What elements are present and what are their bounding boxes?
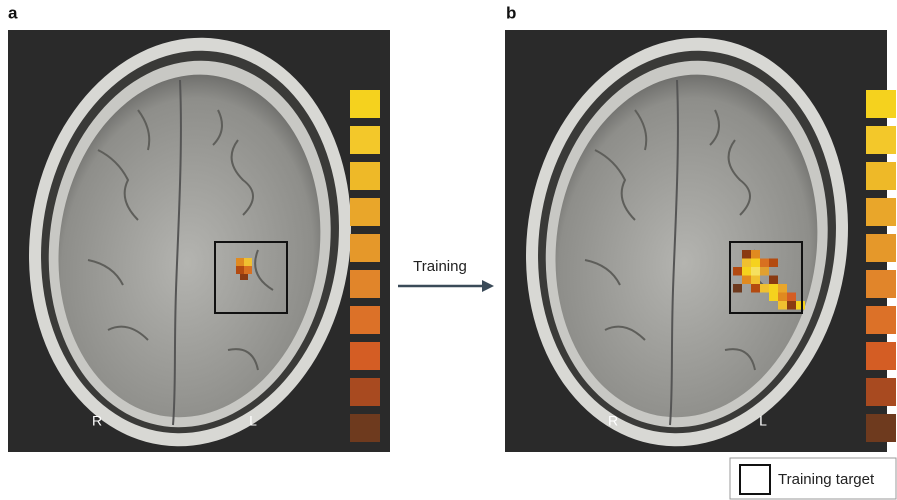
activation-voxel	[742, 276, 751, 285]
activation-voxel	[778, 293, 787, 302]
activation-voxel	[796, 301, 805, 310]
hemisphere-label: L	[759, 413, 767, 429]
scale-swatch	[866, 378, 896, 406]
scale-swatch	[866, 270, 896, 298]
activation-voxel	[760, 259, 769, 268]
scale-swatch	[866, 198, 896, 226]
panel-label: a	[8, 3, 18, 22]
panel-label: b	[506, 3, 516, 22]
scale-swatch	[350, 414, 380, 442]
arrow: Training	[398, 258, 494, 292]
hemisphere-label: L	[249, 413, 257, 429]
activation-voxel	[733, 267, 742, 276]
activation-voxel	[778, 284, 787, 293]
scale-swatch	[350, 342, 380, 370]
scale-swatch	[866, 90, 896, 118]
activation-voxel	[751, 250, 760, 259]
scale-swatch	[350, 126, 380, 154]
scale-swatch	[866, 342, 896, 370]
activation-voxel	[769, 259, 778, 268]
scale-swatch	[350, 198, 380, 226]
activation-voxel	[769, 284, 778, 293]
scale-swatch	[350, 90, 380, 118]
activation-voxel	[742, 250, 751, 259]
activation-voxel	[742, 267, 751, 276]
brain-scan	[500, 17, 887, 468]
activation-voxel	[751, 284, 760, 293]
scale-swatch	[866, 126, 896, 154]
scale-swatch	[350, 270, 380, 298]
legend-label: Training target	[778, 471, 875, 488]
activation-voxel	[769, 276, 778, 285]
scale-swatch	[866, 234, 896, 262]
activation-voxel	[760, 284, 769, 293]
activation-voxel	[751, 276, 760, 285]
activation-voxel	[751, 267, 760, 276]
activation-voxel	[787, 293, 796, 302]
panel-a: a R L	[3, 3, 390, 467]
scale-swatch	[350, 378, 380, 406]
activation-voxel	[760, 267, 769, 276]
activation-voxel	[769, 293, 778, 302]
panel-b: b R L	[500, 3, 896, 467]
scale-swatch	[866, 414, 896, 442]
scale-swatch	[350, 162, 380, 190]
arrow-label: Training	[413, 258, 467, 275]
activation-voxel	[742, 259, 751, 268]
hemisphere-label: R	[92, 413, 102, 429]
legend: Training target	[730, 458, 896, 499]
figure: a R L Training b R L Training target	[0, 0, 897, 500]
activation-voxel	[733, 284, 742, 293]
activation-voxel	[787, 301, 796, 310]
scale-swatch	[866, 306, 896, 334]
hemisphere-label: R	[608, 413, 618, 429]
scale-swatch	[866, 162, 896, 190]
activation-voxel	[751, 259, 760, 268]
activation-voxel	[778, 301, 787, 310]
brain-scan	[3, 17, 390, 468]
scale-swatch	[350, 234, 380, 262]
scale-swatch	[350, 306, 380, 334]
